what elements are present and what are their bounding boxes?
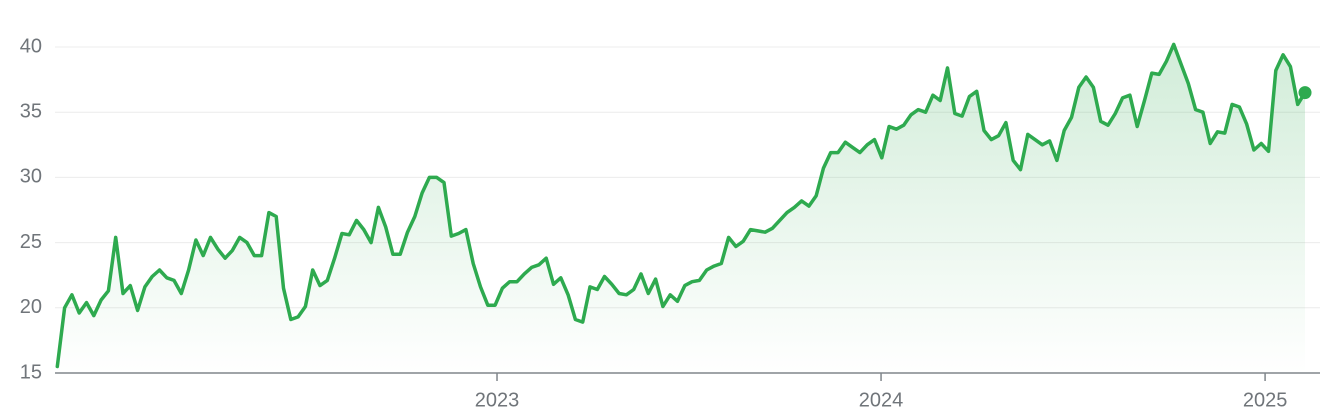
y-tick-label: 20 bbox=[20, 296, 42, 318]
x-tick-label: 2023 bbox=[475, 389, 520, 411]
y-tick-label: 35 bbox=[20, 100, 42, 122]
area bbox=[57, 44, 1305, 374]
x-tick-label: 2025 bbox=[1243, 389, 1288, 411]
y-tick-label: 25 bbox=[20, 231, 42, 253]
y-tick-label: 40 bbox=[20, 35, 42, 57]
y-tick-label: 15 bbox=[20, 361, 42, 383]
price-line bbox=[55, 42, 1307, 369]
x-tick-label: 2024 bbox=[859, 389, 904, 411]
last-point bbox=[1298, 86, 1312, 100]
y-tick-label: 30 bbox=[20, 166, 42, 188]
plot bbox=[55, 42, 1312, 374]
